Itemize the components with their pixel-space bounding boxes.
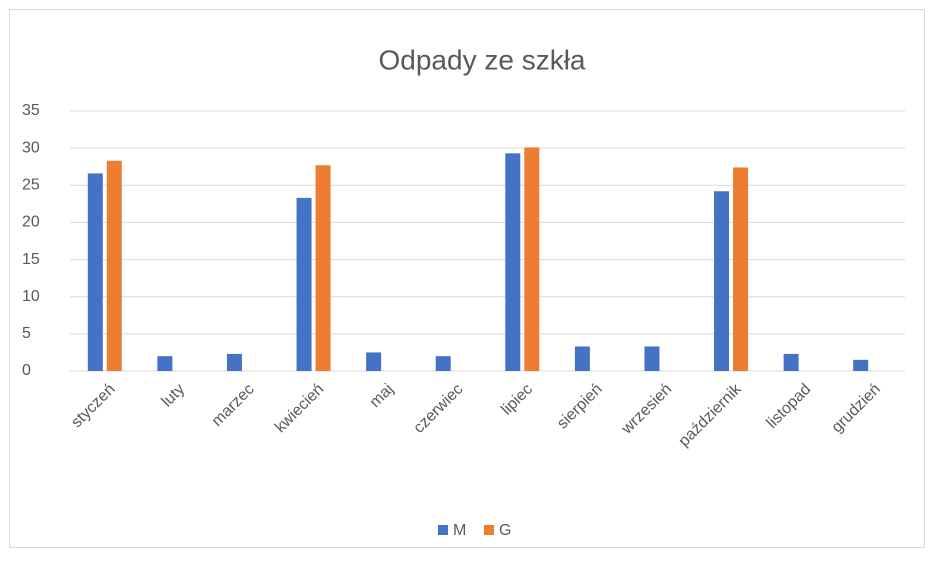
bar <box>296 197 312 371</box>
y-tick-label: 35 <box>22 102 40 119</box>
chart-frame <box>9 9 925 548</box>
bar <box>783 353 799 371</box>
y-tick-label: 15 <box>22 251 40 268</box>
bar <box>106 160 122 371</box>
y-tick-label: 5 <box>22 325 31 342</box>
bar <box>714 191 730 371</box>
bar <box>733 167 749 371</box>
bar <box>644 346 660 371</box>
bar <box>87 173 103 371</box>
bar <box>574 346 590 371</box>
bar <box>226 353 242 371</box>
chart-title: Odpady ze szkła <box>379 44 586 75</box>
y-tick-label: 20 <box>22 214 40 231</box>
bar <box>366 352 382 371</box>
y-tick-label: 25 <box>22 177 40 194</box>
legend-swatch <box>484 525 494 535</box>
legend-label: M <box>453 522 466 539</box>
y-tick-label: 0 <box>22 362 31 379</box>
bar <box>505 153 521 371</box>
bar <box>524 147 540 371</box>
bar <box>315 165 331 371</box>
y-tick-label: 10 <box>22 288 40 305</box>
y-tick-label: 30 <box>22 139 40 156</box>
bar <box>435 356 451 371</box>
bar <box>853 359 869 371</box>
bar <box>157 356 173 371</box>
legend-label: G <box>499 522 511 539</box>
legend-swatch <box>438 525 448 535</box>
